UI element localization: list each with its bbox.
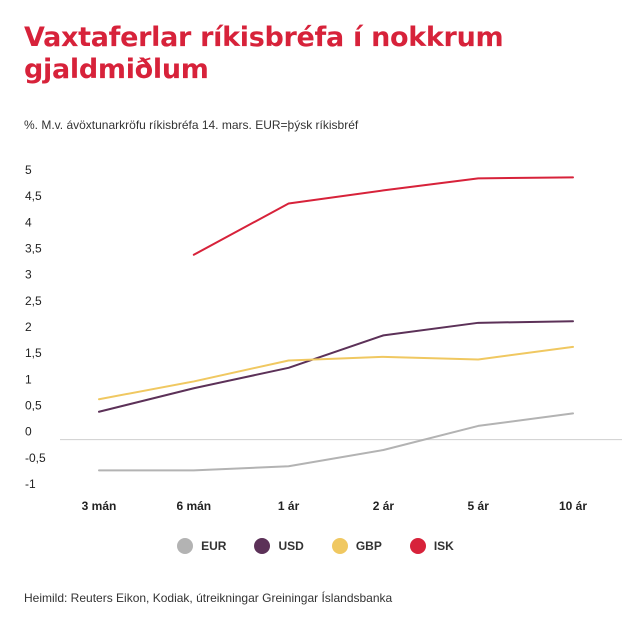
series-line-gbp [98, 345, 574, 401]
y-axis: 5 4,5 4 3,5 3 2,5 2 1,5 1 0,5 0 -0,5 -1 [25, 163, 46, 491]
x-tick-label: 2 ár [373, 499, 395, 513]
y-tick-label: 5 [25, 163, 32, 177]
line-chart: 5 4,5 4 3,5 3 2,5 2 1,5 1 0,5 0 -0,5 -1 3 mán 6 mán 1 … [25, 163, 622, 513]
y-tick-label: 2,5 [25, 294, 42, 308]
y-tick-label: 1 [25, 372, 32, 386]
x-tick-label: 5 ár [468, 499, 490, 513]
x-tick-label: 3 mán [82, 499, 117, 513]
y-tick-label: 0,5 [25, 399, 42, 413]
x-axis: 3 mán 6 mán 1 ár 2 ár 5 ár 10 ár [82, 499, 588, 513]
y-tick-label: 3 [25, 268, 32, 282]
source-note: Heimild: Reuters Eikon, Kodiak, útreikni… [24, 591, 393, 605]
chart-subtitle: %. M.v. ávöxtunarkröfu ríkisbréfa 14. ma… [24, 118, 359, 132]
x-tick-label: 10 ár [559, 499, 587, 513]
legend-item-usd: USD [254, 538, 304, 554]
y-tick-label: 2 [25, 320, 32, 334]
y-tick-label: -0,5 [25, 451, 46, 465]
y-tick-label: 1,5 [25, 346, 42, 360]
legend-item-eur: EUR [177, 538, 226, 554]
chart-title: Vaxtaferlar ríkisbréfa í nokkrum gjaldmi… [24, 22, 504, 85]
legend-label: ISK [433, 539, 454, 553]
y-tick-label: -1 [25, 477, 36, 491]
y-tick-label: 0 [25, 425, 32, 439]
series-line-usd [98, 320, 574, 413]
legend-swatch [177, 538, 194, 554]
legend-item-isk: ISK [409, 538, 454, 554]
legend: EUR USD GBP ISK [0, 538, 631, 554]
legend-label: EUR [201, 539, 227, 553]
legend-swatch [254, 538, 271, 554]
legend-swatch [331, 538, 348, 554]
y-tick-label: 4 [25, 215, 32, 229]
legend-item-gbp: GBP [331, 538, 382, 554]
y-tick-label: 4,5 [25, 189, 42, 203]
series-lines [98, 176, 574, 472]
y-tick-label: 3,5 [25, 242, 42, 256]
x-tick-label: 1 ár [278, 499, 300, 513]
x-tick-label: 6 mán [176, 499, 211, 513]
series-line-eur [98, 412, 574, 472]
legend-label: GBP [355, 539, 382, 553]
legend-label: USD [278, 539, 304, 553]
series-line-isk [192, 176, 574, 256]
legend-swatch [409, 538, 426, 554]
